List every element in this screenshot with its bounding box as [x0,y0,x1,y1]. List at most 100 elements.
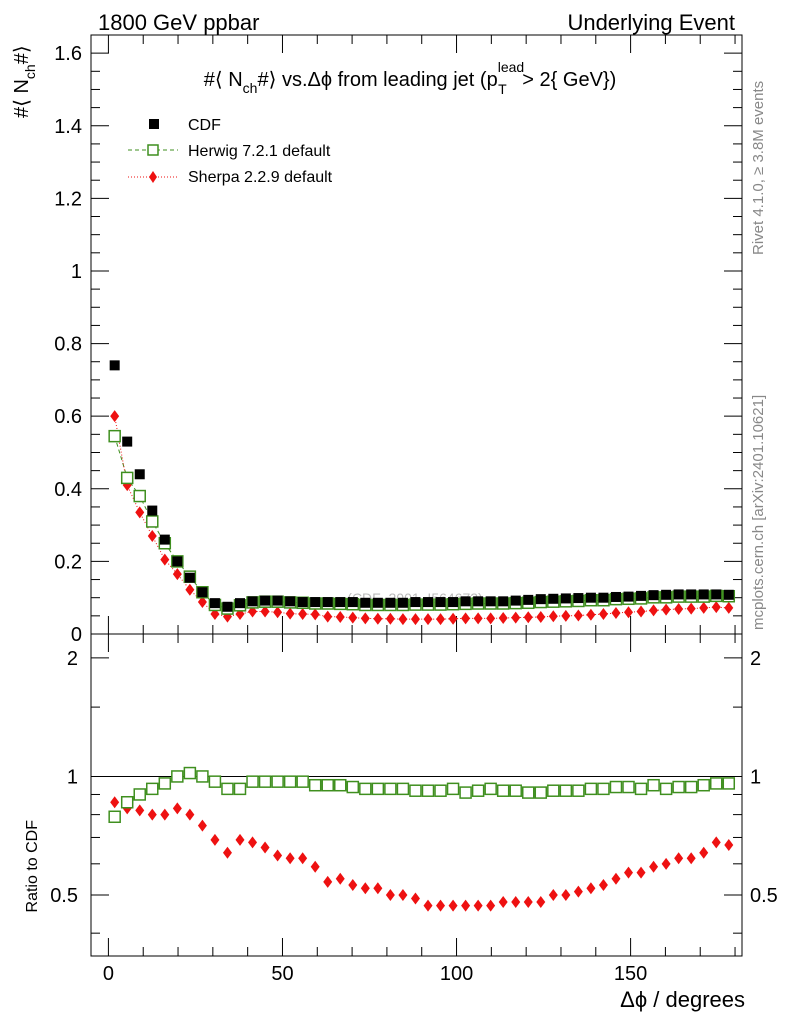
sherpa-point [185,583,195,596]
sherpa-point [385,612,395,625]
herwig-ratio-point [622,780,635,794]
sherpa-ratio-point [197,819,207,832]
herwig-point [120,471,134,485]
sherpa-point [348,611,358,624]
sherpa-ratio-point [724,838,734,851]
sherpa-ratio-point [598,879,608,892]
plot-title: #⟨ Nch#⟩ vs.Δϕ from leading jet (plead T … [204,59,617,97]
sherpa-point [436,613,446,626]
legend-marker-cdf [149,119,159,129]
sherpa-ratio-point [248,836,258,849]
herwig-ratio-point [233,782,247,796]
sherpa-ratio-point [536,895,546,908]
cdf-point [310,597,321,608]
herwig-ratio-point [634,782,648,796]
sherpa-point [360,612,370,625]
sherpa-ratio-point [649,860,659,873]
sherpa-point [511,611,521,624]
cdf-point [184,572,195,583]
cdf-point [322,597,333,608]
herwig-ratio-point [434,784,447,797]
cdf-point [422,597,433,608]
sherpa-ratio-point [285,852,295,865]
herwig-ratio-point [334,778,347,792]
sherpa-ratio-point [235,833,245,846]
cdf-point [222,601,233,612]
sherpa-ratio-point [573,885,583,898]
sherpa-point [172,568,182,581]
herwig-ratio-point [346,780,360,794]
cdf-point [598,592,609,603]
sherpa-point [498,612,508,625]
cdf-point [548,593,559,604]
sherpa-point [561,609,571,622]
herwig-ratio-point [672,780,685,794]
herwig-ratio-point [647,778,660,792]
sherpa-point [611,606,621,619]
y-tick-label: 1.2 [54,188,82,210]
sherpa-point [335,610,345,623]
cdf-point [385,597,396,608]
ratio-y-tick-label-right: 1 [750,766,761,788]
sherpa-point [711,601,721,614]
herwig-ratio-point [396,782,410,796]
sherpa-ratio-point [210,833,220,846]
cdf-point [610,591,621,602]
cdf-point [172,556,183,567]
header-right: Underlying Event [567,10,735,35]
herwig-ratio-point [208,775,222,788]
rivet-label: Rivet 4.1.0, ≥ 3.8M events [750,81,767,255]
herwig-ratio-point [196,770,209,783]
x-tick-label: 50 [271,963,293,985]
herwig-point [146,515,159,528]
sherpa-point [461,612,471,625]
cdf-point [109,360,120,371]
sherpa-ratio-point [398,888,408,901]
cdf-point [535,594,546,605]
sherpa-point [674,602,684,615]
sherpa-point [586,608,596,621]
cdf-point [335,597,346,608]
sherpa-ratio-point [686,852,696,865]
cdf-point [673,589,684,600]
sherpa-point [310,608,320,621]
herwig-point [108,429,121,443]
sherpa-ratio-point [486,899,496,912]
cdf-point [260,595,271,606]
sherpa-point [473,612,483,625]
cdf-point [197,587,208,598]
legend-marker-herwig [147,144,159,156]
ratio-y-axis-label: Ratio to CDF [24,820,41,913]
sherpa-point [298,608,308,621]
herwig-ratio-point [547,784,560,797]
sherpa-ratio-point [310,860,320,873]
cdf-point [585,592,596,603]
herwig-ratio-point [171,770,184,783]
herwig-ratio-point [521,786,535,799]
cdf-point [410,597,421,608]
herwig-ratio-point [308,778,322,792]
sherpa-ratio-point [636,866,646,879]
herwig-ratio-point [296,775,309,788]
herwig-ratio-point [697,778,710,792]
herwig-ratio-point [684,780,698,794]
sherpa-ratio-point [147,808,157,821]
cdf-point [636,590,647,601]
x-tick-label: 100 [440,963,473,985]
sherpa-ratio-point [110,796,120,809]
cdf-point [372,597,383,608]
herwig-ratio-point [722,777,736,790]
sherpa-point [598,608,608,621]
sherpa-point [160,553,170,566]
sherpa-ratio-point [273,849,283,862]
sherpa-ratio-point [498,895,508,908]
sherpa-point [573,609,583,622]
sherpa-point [135,506,145,519]
sherpa-point [536,610,546,623]
cdf-point [573,593,584,604]
cdf-point [159,534,170,545]
legend-label-sherpa: Sherpa 2.2.9 default [188,169,333,186]
sherpa-ratio-point [323,875,333,888]
sherpa-ratio-point [661,857,671,870]
